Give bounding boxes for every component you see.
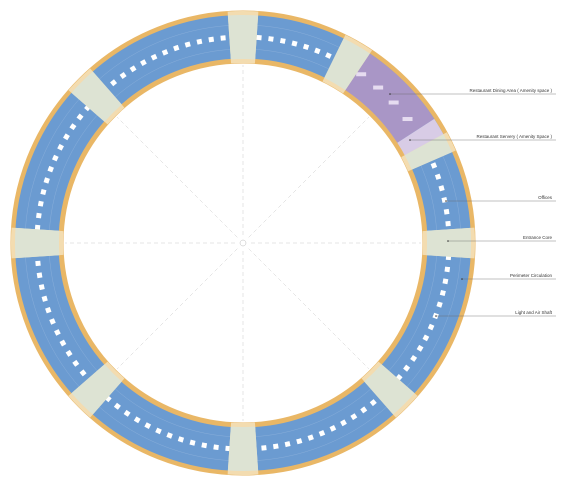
entrance-core bbox=[404, 134, 453, 170]
furniture bbox=[402, 117, 413, 122]
entrance-core bbox=[426, 227, 471, 259]
label: Perimeter Circulation bbox=[510, 273, 553, 278]
center-mark bbox=[239, 239, 247, 247]
entrance-core bbox=[71, 364, 122, 415]
ring-plan bbox=[10, 10, 476, 476]
entrance-core bbox=[364, 364, 415, 415]
leader-dot bbox=[409, 139, 411, 141]
entrance-core bbox=[14, 227, 60, 259]
entrance-core bbox=[227, 14, 259, 60]
leader-dot bbox=[461, 278, 463, 280]
restaurant-servery bbox=[397, 118, 447, 160]
leader-dot bbox=[447, 240, 449, 242]
labels: Restaurant Dining Area ( Amenity space )… bbox=[389, 88, 556, 317]
furniture bbox=[373, 85, 384, 90]
guide-line bbox=[116, 248, 238, 370]
guide-line bbox=[248, 248, 370, 370]
leader-dot bbox=[389, 93, 391, 95]
label: Offices bbox=[538, 195, 553, 200]
label: Restaurant Servery ( Amenity Space ) bbox=[476, 134, 552, 139]
furniture bbox=[388, 100, 399, 105]
leader-dot bbox=[435, 315, 437, 317]
entrance-core bbox=[324, 38, 370, 91]
entrance-core bbox=[71, 71, 122, 122]
guide-line bbox=[116, 116, 238, 238]
entrance-core bbox=[227, 426, 259, 471]
furniture bbox=[356, 72, 367, 77]
guide-line bbox=[248, 116, 370, 238]
label: Restaurant Dining Area ( Amenity space ) bbox=[469, 88, 552, 93]
label: Light and Air Shaft bbox=[515, 310, 553, 315]
label: Entrance Core bbox=[523, 235, 553, 240]
leader-dot bbox=[445, 200, 447, 202]
